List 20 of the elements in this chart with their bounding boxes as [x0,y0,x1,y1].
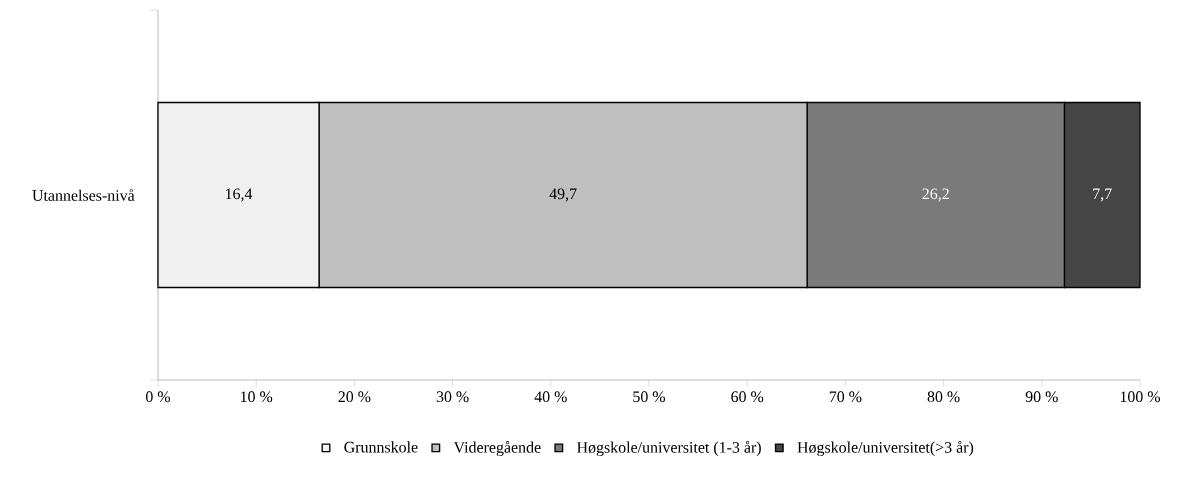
legend-label: Videregående [453,441,541,457]
legend-label: Høgskole/universitet(>3 år) [797,441,974,457]
x-tick-label: 10 % [240,391,273,403]
x-tick-label: 30 % [436,391,469,403]
data-label: 7,7 [1093,188,1112,202]
y-tick-label: Utannelses-nivå [32,189,135,201]
x-tick-label: 50 % [633,391,666,403]
data-label: 49,7 [549,188,577,202]
data-label: 16,4 [225,188,253,202]
legend-label: Høgskole/universitet (1-3 år) [577,441,761,457]
x-tick-label: 0 % [145,391,171,403]
legend-label: Grunnskole [344,441,418,453]
x-tick-label: 70 % [829,391,862,403]
x-tick-label: 100 % [1120,391,1161,403]
x-tick-label: 90 % [1025,391,1058,403]
x-tick-label: 20 % [338,391,371,403]
x-tick-label: 60 % [731,391,764,403]
x-tick-label: 40 % [534,391,567,403]
x-tick-label: 80 % [927,391,960,403]
data-label: 26,2 [922,188,949,202]
